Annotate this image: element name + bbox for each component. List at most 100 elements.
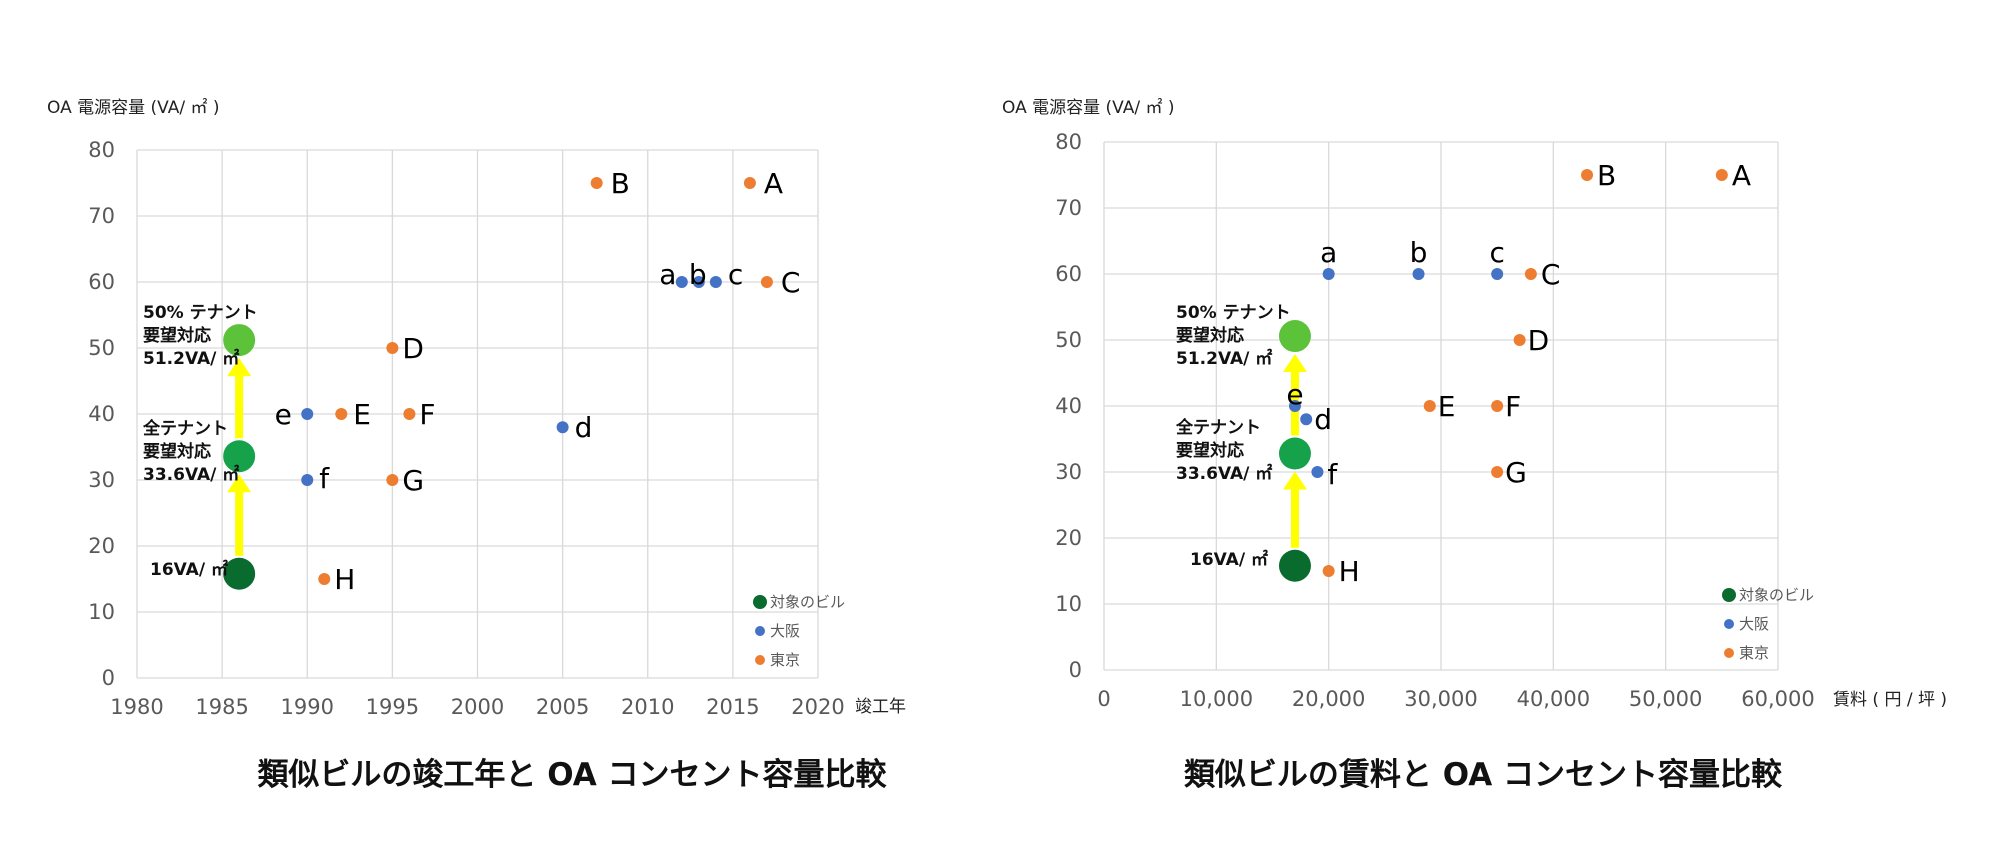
- legend-marker: [755, 626, 765, 636]
- legend-label: 大阪: [770, 622, 800, 640]
- osaka-point: [556, 421, 569, 434]
- tokyo-point: [1524, 268, 1537, 280]
- y-tick-label: 0: [102, 666, 115, 690]
- point-label: D: [1528, 324, 1550, 357]
- target-annotation-line: 16VA/ ㎡: [150, 559, 228, 580]
- y-tick-label: 0: [1069, 658, 1082, 682]
- osaka-point: [1311, 466, 1324, 478]
- y-tick-label: 50: [1055, 328, 1082, 352]
- point-label: F: [1505, 390, 1521, 423]
- target-annotation-line: 33.6VA/ ㎡: [1176, 463, 1272, 484]
- tokyo-point: [1513, 334, 1526, 346]
- legend-marker: [1724, 648, 1734, 658]
- point-label: H: [334, 563, 355, 596]
- upgrade-arrow-head: [1282, 354, 1307, 373]
- upgrade-arrow-head: [227, 474, 252, 493]
- point-label: F: [419, 398, 435, 431]
- point-label: D: [402, 332, 424, 365]
- y-tick-label: 60: [1055, 262, 1082, 286]
- osaka-point: [1491, 268, 1504, 280]
- x-tick-label: 2020: [791, 695, 844, 719]
- x-tick-label: 40,000: [1517, 687, 1590, 711]
- y-tick-label: 40: [1055, 394, 1082, 418]
- target-building-point: [1278, 437, 1311, 470]
- x-tick-label: 20,000: [1292, 687, 1365, 711]
- osaka-point: [1412, 268, 1425, 280]
- target-building-point: [1278, 320, 1311, 353]
- y-tick-label: 10: [1055, 592, 1082, 616]
- y-tick-label: 80: [88, 138, 115, 162]
- y-tick-label: 60: [88, 270, 115, 294]
- y-tick-label: 30: [1055, 460, 1082, 484]
- target-annotation-line: 50% テナント: [1176, 303, 1291, 323]
- target-building-point: [1278, 549, 1311, 582]
- point-label: f: [1327, 458, 1338, 491]
- tokyo-point: [590, 177, 603, 189]
- osaka-point: [1300, 413, 1313, 426]
- x-tick-label: 60,000: [1741, 687, 1814, 711]
- tokyo-point: [1491, 400, 1504, 412]
- tokyo-point: [1491, 466, 1504, 478]
- tokyo-point: [335, 408, 348, 420]
- tokyo-point: [760, 276, 773, 288]
- y-tick-label: 40: [88, 402, 115, 426]
- target-annotation-line: 要望対応: [143, 325, 211, 346]
- x-tick-label: 2015: [706, 695, 759, 719]
- target-annotation-line: 16VA/ ㎡: [1190, 549, 1268, 570]
- upgrade-arrow-head: [227, 358, 252, 377]
- target-annotation-line: 要望対応: [1176, 440, 1244, 461]
- legend-label: 東京: [1739, 644, 1769, 662]
- point-label: C: [1541, 258, 1561, 291]
- target-annotation-line: 全テナント: [142, 418, 228, 439]
- target-annotation-line: 要望対応: [143, 441, 211, 462]
- y-tick-label: 20: [1055, 526, 1082, 550]
- x-tick-label: 1990: [281, 695, 334, 719]
- point-label: f: [319, 462, 330, 495]
- point-label: A: [1732, 159, 1751, 192]
- x-tick-label: 30,000: [1404, 687, 1477, 711]
- x-axis-label: 竣工年: [855, 697, 906, 717]
- point-label: e: [275, 398, 292, 431]
- point-label: G: [402, 464, 424, 497]
- point-label: a: [1320, 236, 1337, 269]
- point-label: b: [1410, 236, 1428, 269]
- y-tick-label: 20: [88, 534, 115, 558]
- y-tick-label: 50: [88, 336, 115, 360]
- target-annotation-line: 51.2VA/ ㎡: [1176, 348, 1272, 369]
- osaka-point: [301, 474, 314, 486]
- target-building-point: [223, 324, 256, 357]
- y-axis-label: OA 電源容量 (VA/ ㎡ ): [1002, 98, 1175, 118]
- target-annotation-line: 51.2VA/ ㎡: [143, 348, 239, 369]
- y-tick-label: 70: [1055, 196, 1082, 220]
- target-annotation-line: 50% テナント: [143, 303, 258, 323]
- point-label: c: [728, 258, 743, 291]
- chart-build-year: 0 10 20 30 40 50 60 70 80 1980 1985 1990 1995 2000 200…: [47, 98, 906, 793]
- legend-label: 対象のビル: [770, 593, 845, 611]
- legend-marker: [1724, 619, 1734, 629]
- point-label: d: [1314, 403, 1332, 436]
- x-tick-label: 1995: [366, 695, 419, 719]
- y-tick-label: 70: [88, 204, 115, 228]
- point-label: B: [611, 167, 630, 200]
- legend-marker: [753, 595, 767, 609]
- y-tick-label: 80: [1055, 130, 1082, 154]
- osaka-point: [675, 276, 688, 288]
- chart-title: 類似ビルの賃料と OA コンセント容量比較: [1184, 757, 1783, 793]
- upgrade-arrow-head: [1282, 471, 1307, 490]
- tokyo-point: [386, 342, 399, 354]
- x-axis-label: 賃料 ( 円 / 坪 ): [1833, 690, 1947, 710]
- point-label: e: [1286, 378, 1303, 411]
- y-tick-label: 30: [88, 468, 115, 492]
- legend-label: 大阪: [1739, 615, 1769, 633]
- x-tick-label: 50,000: [1629, 687, 1702, 711]
- tokyo-point: [1423, 400, 1436, 412]
- target-building-point: [223, 440, 256, 473]
- point-label: E: [1438, 390, 1456, 423]
- point-label: a: [659, 258, 676, 291]
- target-annotation-line: 33.6VA/ ㎡: [143, 464, 239, 485]
- osaka-point: [301, 408, 314, 420]
- osaka-point: [1322, 268, 1335, 280]
- x-tick-label: 10,000: [1180, 687, 1253, 711]
- tokyo-point: [1322, 565, 1335, 577]
